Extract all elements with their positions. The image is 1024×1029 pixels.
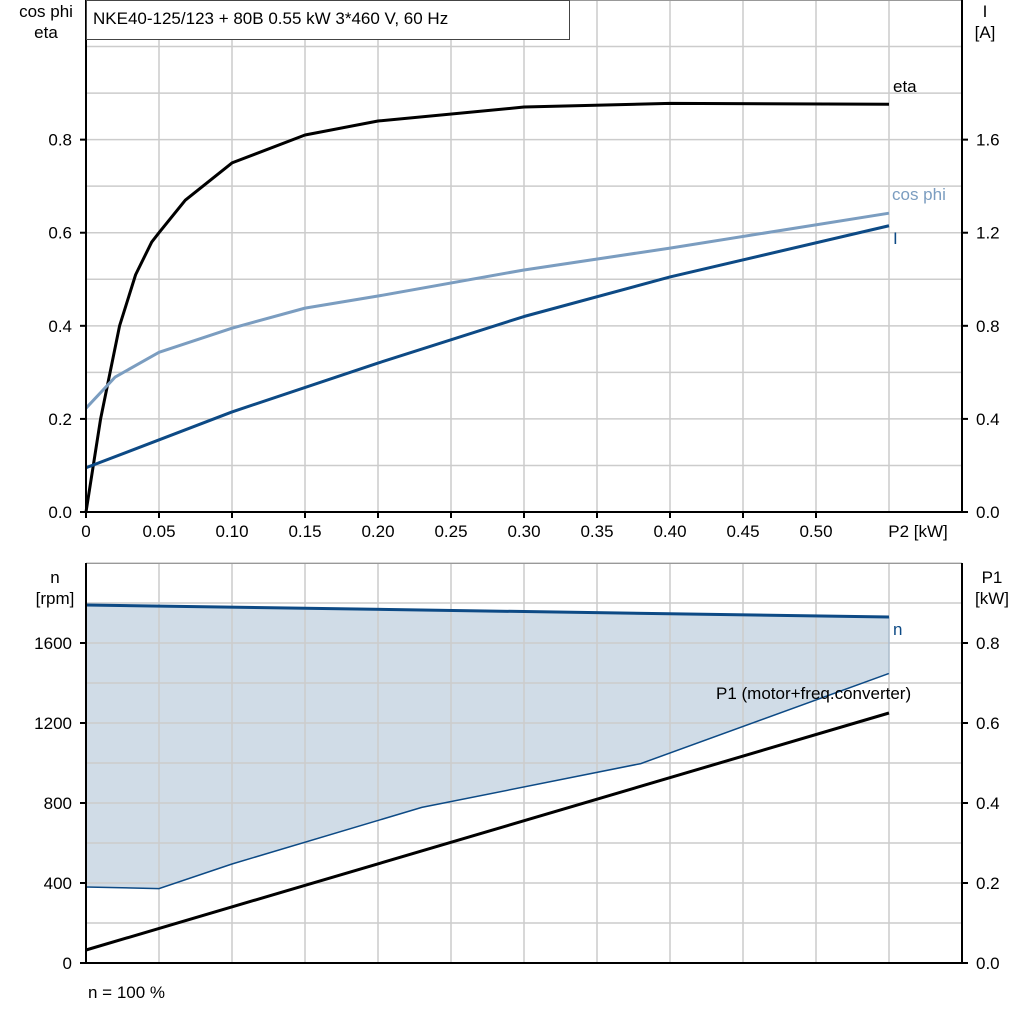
x-tick-label: 0: [81, 522, 90, 541]
series-line-cos: [84, 211, 890, 410]
speed-percent-note: n = 100 %: [88, 983, 165, 1002]
x-tick-label: 0.10: [215, 522, 248, 541]
chart-title: NKE40-125/123 + 80B 0.55 kW 3*460 V, 60 …: [93, 9, 448, 28]
cos-phi-series-label: cos phi: [892, 185, 946, 204]
x-tick-label: 0.05: [142, 522, 175, 541]
top-chart-grid: [85, 0, 963, 513]
right-tick-label: 0.0: [976, 503, 1000, 522]
top-right-axis-label-1: I: [983, 2, 988, 21]
current-series-label: I: [893, 229, 898, 248]
title-box: [86, 0, 570, 40]
top-left-axis-label-2: eta: [34, 23, 58, 42]
lower-limit-line: [85, 672, 890, 890]
left-tick-label: 1200: [34, 714, 72, 733]
left-tick-label: 400: [44, 874, 72, 893]
speed-series-label: n: [893, 620, 902, 639]
x-tick-label: 0.50: [799, 522, 832, 541]
left-tick-label: 0.8: [48, 131, 72, 150]
x-tick-label: 0.20: [361, 522, 394, 541]
x-tick-label: 0.25: [434, 522, 467, 541]
right-tick-label: 1.6: [976, 131, 1000, 150]
series-line-n: [85, 603, 890, 619]
x-tick-label: 0.45: [726, 522, 759, 541]
right-tick-label: 0.4: [976, 410, 1000, 429]
right-tick-label: 0.2: [976, 874, 1000, 893]
x-tick-label: 0.15: [288, 522, 321, 541]
bottom-chart-area: [86, 605, 889, 889]
bottom-right-axis-label-2: [kW]: [975, 589, 1009, 608]
left-tick-label: 0: [63, 954, 72, 973]
right-tick-label: 0.0: [976, 954, 1000, 973]
right-tick-label: 0.8: [976, 634, 1000, 653]
top-right-axis-label-2: [A]: [975, 23, 996, 42]
p1-series-label: P1 (motor+freq.converter): [716, 684, 911, 703]
right-tick-label: 0.4: [976, 794, 1000, 813]
eta-series-label: eta: [893, 77, 917, 96]
right-tick-label: 0.8: [976, 317, 1000, 336]
x-tick-label: 0.30: [507, 522, 540, 541]
bottom-right-axis-label-1: P1: [982, 568, 1003, 587]
chart-axes: 0.0 0.2 0.4 0.6 0.8 0.0 0.4 0.8 1.2 1.6 0 0.05 0.10 0…: [34, 0, 1000, 973]
operating-range-area: [86, 605, 889, 889]
left-tick-label: 0.4: [48, 317, 72, 336]
left-tick-label: 1600: [34, 634, 72, 653]
top-left-axis-label-1: cos phi: [19, 2, 73, 21]
top-x-axis-label: P2 [kW]: [888, 522, 948, 541]
left-tick-label: 0.2: [48, 410, 72, 429]
x-tick-label: 0.40: [653, 522, 686, 541]
bottom-left-axis-label-2: [rpm]: [36, 589, 75, 608]
series-line-eta: [84, 101, 890, 513]
left-tick-label: 800: [44, 794, 72, 813]
bottom-left-axis-label-1: n: [50, 568, 59, 587]
left-tick-label: 0.6: [48, 224, 72, 243]
series-line-i: [85, 224, 890, 470]
left-tick-label: 0.0: [48, 503, 72, 522]
series-line-p1: [85, 711, 890, 952]
x-tick-label: 0.35: [580, 522, 613, 541]
right-tick-label: 1.2: [976, 224, 1000, 243]
chart-marks: [84, 101, 890, 952]
right-tick-label: 0.6: [976, 714, 1000, 733]
